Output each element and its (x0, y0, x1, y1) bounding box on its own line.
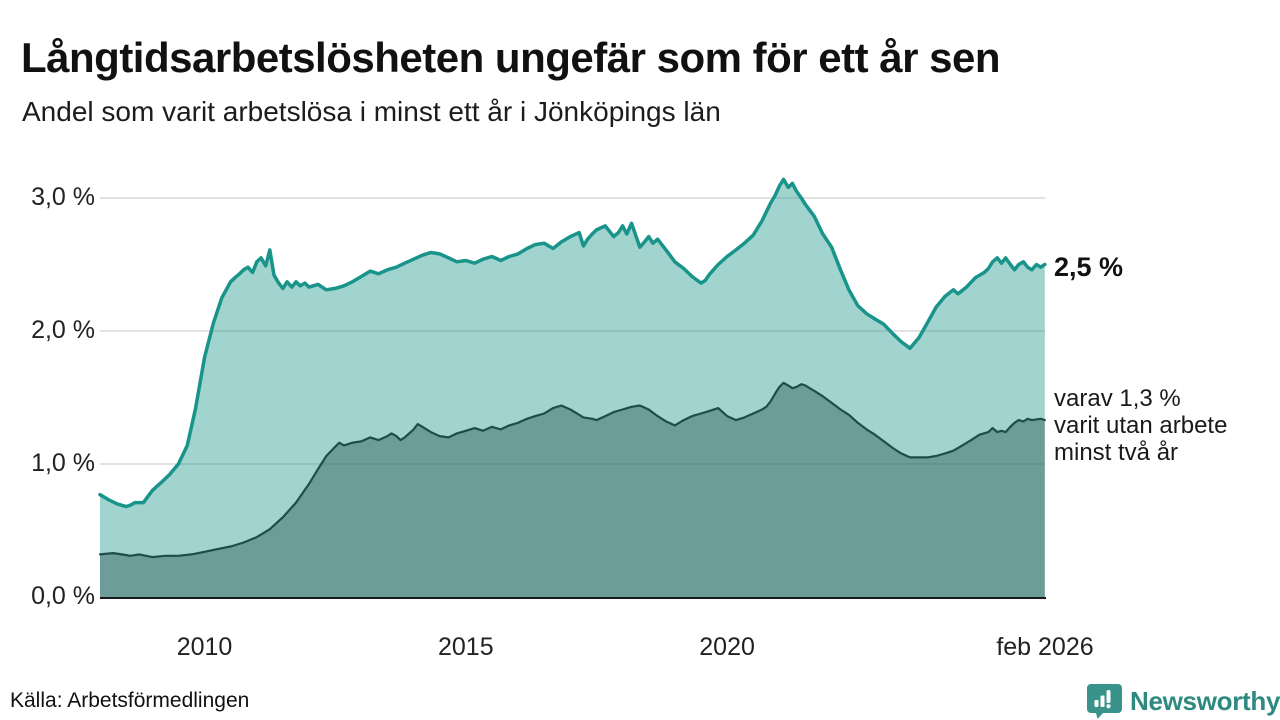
area-series-2 (100, 382, 1045, 597)
y-tick-label: 1,0 % (31, 449, 95, 477)
y-tick-label: 0,0 % (31, 582, 95, 610)
source-credit: Källa: Arbetsförmedlingen (10, 689, 250, 712)
end-value-label-total: 2,5 % (1054, 252, 1124, 282)
line-series-1 (98, 177, 1047, 509)
end-value-label-two-years: varav 1,3 % varit utan arbete minst två … (1054, 385, 1227, 466)
page-title: Långtidsarbetslösheten ungefär som för e… (21, 34, 1001, 82)
annotation-line-1: varav 1,3 % (1054, 385, 1181, 412)
line-series-2 (98, 381, 1046, 559)
y-tick-label: 2,0 % (31, 316, 95, 344)
annotation-line-2: varit utan arbete (1054, 412, 1228, 439)
annotation-line-3: minst två år (1054, 439, 1179, 466)
newsworthy-logo-icon (1087, 684, 1122, 719)
x-tick-label: feb 2026 (996, 633, 1094, 661)
area-series-1 (100, 179, 1045, 597)
x-tick-label: 2015 (438, 633, 494, 661)
x-tick-label: 2010 (176, 633, 233, 661)
chart-subtitle: Andel som varit arbetslösa i minst ett å… (22, 96, 721, 127)
y-tick-label: 3,0 % (31, 183, 95, 211)
brand-wordmark: Newsworthy (1130, 685, 1280, 716)
x-tick-label: 2020 (699, 633, 755, 661)
brand-logo: Newsworthy (1086, 683, 1280, 719)
